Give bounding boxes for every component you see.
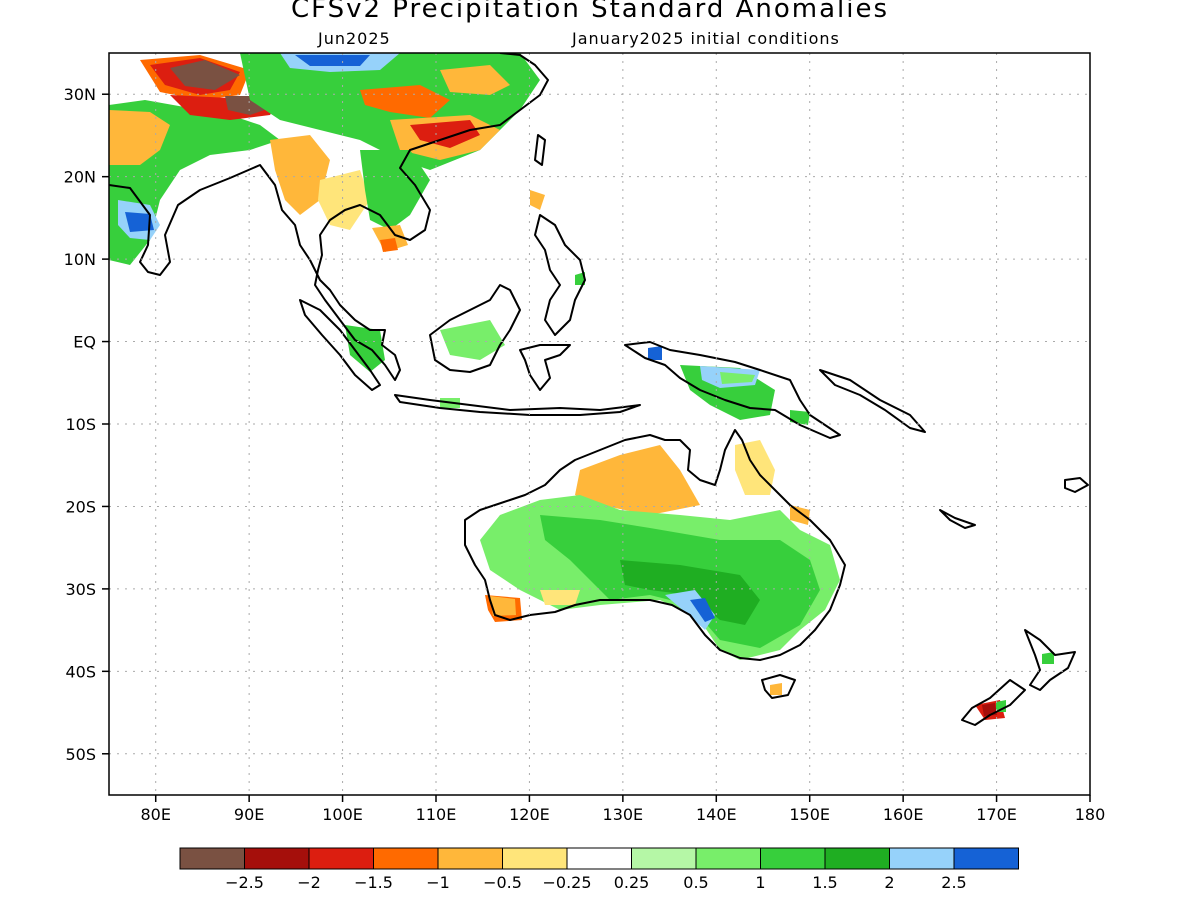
anomaly-region	[530, 190, 545, 210]
anomaly-region	[109, 110, 170, 165]
colorbar-label: −1.5	[354, 873, 393, 892]
colorbar-swatch	[373, 847, 439, 870]
anomaly-region	[170, 60, 240, 90]
anomaly-region	[440, 320, 505, 360]
colorbar-label: 2	[884, 873, 894, 892]
map-axes: 30N 20N 10N EQ 10S 20S 30S 40S 50S 80E 90E 100E 110E…	[64, 85, 1106, 824]
colorbar-label: 2.5	[941, 873, 966, 892]
anomaly-region	[575, 272, 585, 285]
colorbar-swatch	[760, 847, 826, 870]
colorbar-swatch	[308, 847, 374, 870]
colorbar-label: 0.25	[614, 873, 650, 892]
anomaly-region	[1042, 652, 1054, 664]
colorbar-label: −0.25	[542, 873, 591, 892]
anomaly-region	[360, 85, 450, 118]
anomaly-region	[770, 683, 782, 695]
lat-tick-label: 20S	[65, 497, 96, 516]
anomaly-region	[575, 445, 700, 515]
lon-tick-label: 130E	[603, 805, 644, 824]
lat-tick-label: 10S	[65, 415, 96, 434]
anomaly-region	[790, 505, 810, 525]
lon-tick-label: 100E	[322, 805, 363, 824]
colorbar-label: −0.5	[483, 873, 522, 892]
colorbar-swatch	[824, 847, 890, 870]
lon-tick-label: 160E	[883, 805, 924, 824]
map-title: CFSv2 Precipitation Standard Anomalies	[290, 0, 890, 24]
anomaly-region	[490, 596, 516, 616]
lat-tick-label: 10N	[64, 250, 96, 269]
anomaly-region	[410, 120, 480, 148]
anomaly-region	[440, 65, 510, 95]
lat-tick-label: EQ	[73, 333, 96, 352]
anomaly-region	[720, 372, 755, 384]
lon-tick-label: 170E	[976, 805, 1017, 824]
anomaly-region	[372, 225, 408, 252]
lon-tick-label: 180	[1075, 805, 1106, 824]
anomaly-region	[295, 55, 370, 66]
lat-tick-label: 50S	[65, 745, 96, 764]
colorbar-swatch	[437, 847, 503, 870]
colorbar-label: 0.5	[683, 873, 708, 892]
colorbar-swatch	[179, 847, 245, 870]
lon-tick-label: 120E	[509, 805, 550, 824]
anomaly-region	[648, 346, 662, 360]
anomaly-region	[540, 590, 580, 605]
anomaly-region	[270, 135, 330, 215]
anomaly-region	[345, 325, 385, 372]
anomaly-region	[360, 150, 430, 230]
colorbar-swatch	[502, 847, 568, 870]
lat-tick-label: 30S	[65, 580, 96, 599]
anomaly-region	[318, 170, 370, 230]
colorbar-label: −1	[426, 873, 450, 892]
colorbar-swatch	[889, 847, 955, 870]
lon-tick-label: 90E	[234, 805, 264, 824]
anomaly-region	[125, 212, 154, 232]
colorbar-swatch	[244, 847, 310, 870]
anomaly-region	[690, 598, 715, 622]
anomaly-region	[380, 238, 398, 252]
colorbar-label: −2.5	[225, 873, 264, 892]
anomaly-region	[982, 703, 997, 716]
colorbar-swatch	[695, 847, 761, 870]
gridlines	[109, 53, 1090, 795]
lon-tick-label: 140E	[696, 805, 737, 824]
lon-tick-label: 150E	[789, 805, 830, 824]
colorbar-swatch	[631, 847, 697, 870]
lon-tick-label: 110E	[416, 805, 457, 824]
forecast-month: Jun2025	[318, 29, 391, 48]
colorbar-swatch	[566, 847, 632, 870]
initial-conditions-label: January2025 initial conditions	[572, 29, 840, 48]
lat-tick-label: 30N	[64, 85, 96, 104]
lat-tick-label: 20N	[64, 168, 96, 187]
colorbar-label: 1	[755, 873, 765, 892]
colorbar-label: −2	[297, 873, 321, 892]
lat-tick-label: 40S	[65, 662, 96, 681]
colorbar: −2.5 −2 −1.5 −1 −0.5 −0.25 0.25 0.5 1 1.5 2 2.5	[179, 847, 1019, 892]
anomaly-shading	[109, 53, 1054, 720]
colorbar-swatch	[953, 847, 1019, 870]
colorbar-label: 1.5	[812, 873, 837, 892]
lon-tick-label: 80E	[140, 805, 170, 824]
coastlines	[109, 53, 1089, 726]
